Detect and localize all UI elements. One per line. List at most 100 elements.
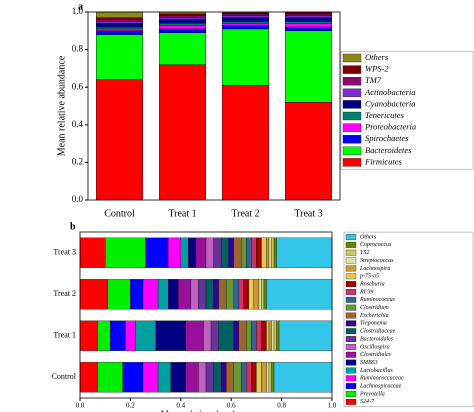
bar-segment [122,362,144,393]
legend-swatch [342,100,362,109]
legend-swatch [342,65,362,74]
bar-segment [185,362,199,393]
bar-segment [256,320,262,351]
bar-segment [284,30,333,103]
bar-segment [251,362,257,393]
x-tick-label: 0.2 [126,402,135,410]
bar-segment [158,13,207,16]
y-tick-label: 0.4 [72,119,84,129]
bar-segment [271,320,275,351]
bar-segment [95,79,144,201]
legend-swatch [345,273,357,280]
bar-segment [284,13,333,16]
legend-label: Oscillospira [360,344,390,350]
bar-segment [246,320,252,351]
panel-label: a [78,1,83,12]
legend-label: p-75-a5 [359,274,379,280]
bar-segment [213,279,219,310]
bar-segment [218,279,227,310]
bar-segment [246,237,252,268]
bar-segment [158,17,207,20]
legend-swatch [345,351,357,358]
legend-swatch [345,296,357,303]
bar-segment [203,320,212,351]
legend-label: Actinobacteria [364,87,416,97]
bar-segment [276,237,333,268]
legend-label: Bacteroidales [360,336,394,342]
legend-label: Treponema [360,321,387,327]
legend-label: S24-7 [360,398,375,405]
legend-label: Coprococcus [360,242,392,248]
bar-segment [221,13,270,16]
bar-segment [221,85,270,201]
bar-segment [233,320,239,351]
legend-label: Escherichia [359,313,389,319]
bar-segment [95,11,144,18]
bar-segment [258,279,262,310]
bar-segment [198,362,207,393]
bar-segment [95,23,144,28]
bar-segment [205,362,214,393]
bar-segment [198,279,207,310]
legend-swatch [345,281,357,288]
legend-swatch [345,359,357,366]
y-tick-label: 1.0 [72,6,84,16]
y-tick-label: 0.6 [72,81,84,91]
bar-segment [157,279,169,310]
legend-label: Lachnospira [359,266,390,272]
legend-swatch [345,336,357,342]
bar-segment [238,279,244,310]
bar-segment [266,279,333,310]
x-tick-label: 0.6 [227,402,236,410]
bar-segment [221,24,270,30]
bar-segment [228,237,234,268]
y-tick-label: Treat 3 [53,248,76,257]
bar-segment [251,320,257,351]
bar-segment [268,362,272,393]
bar-segment [238,320,247,351]
bar-segment [271,362,275,393]
legend-swatch [345,289,357,295]
panel-label: b [70,221,76,232]
legend-label: Ruminococcus [359,297,396,303]
legend-box [343,231,474,408]
legend-swatch [345,312,357,319]
bar-segment [142,279,159,310]
bar-segment [284,102,333,201]
x-tick-label: 1.0 [328,402,337,410]
bar-segment [266,320,270,351]
legend-swatch [342,53,362,63]
bar-segment [248,279,255,310]
legend-swatch [342,111,362,121]
legend-swatch [345,320,357,327]
bar-segment [158,28,207,33]
y-tick-label: 0.0 [72,194,84,204]
bar-segment [158,64,207,201]
bar-segment [155,320,186,351]
legend-label: Prevotella [359,391,385,397]
bar-segment [168,237,181,268]
bar-segment [284,17,333,22]
bar-segment [261,362,267,393]
bar-segment [226,362,234,393]
bar-segment [221,17,270,22]
bar-segment [268,237,272,268]
bar-segment [158,32,207,65]
legend-label: Clostridiaceae [360,329,396,335]
legend-label: YS2 [360,250,369,256]
bar-segment [284,26,333,31]
legend-label: Firmicutes [364,156,403,166]
bar-segment [273,237,277,268]
bar-segment [130,279,144,310]
bar-segment [241,237,247,268]
legend-label: Roseburia [359,281,385,287]
legend-label: Cyanobacteria [365,98,416,108]
bar-segment [273,320,277,351]
x-tick-label: 0.0 [76,402,85,410]
bar-segment [95,21,144,24]
x-tick-label: Treat 3 [294,208,322,219]
bar-segment [95,28,144,31]
bar-segment [218,320,234,351]
bar-segment [125,320,136,351]
